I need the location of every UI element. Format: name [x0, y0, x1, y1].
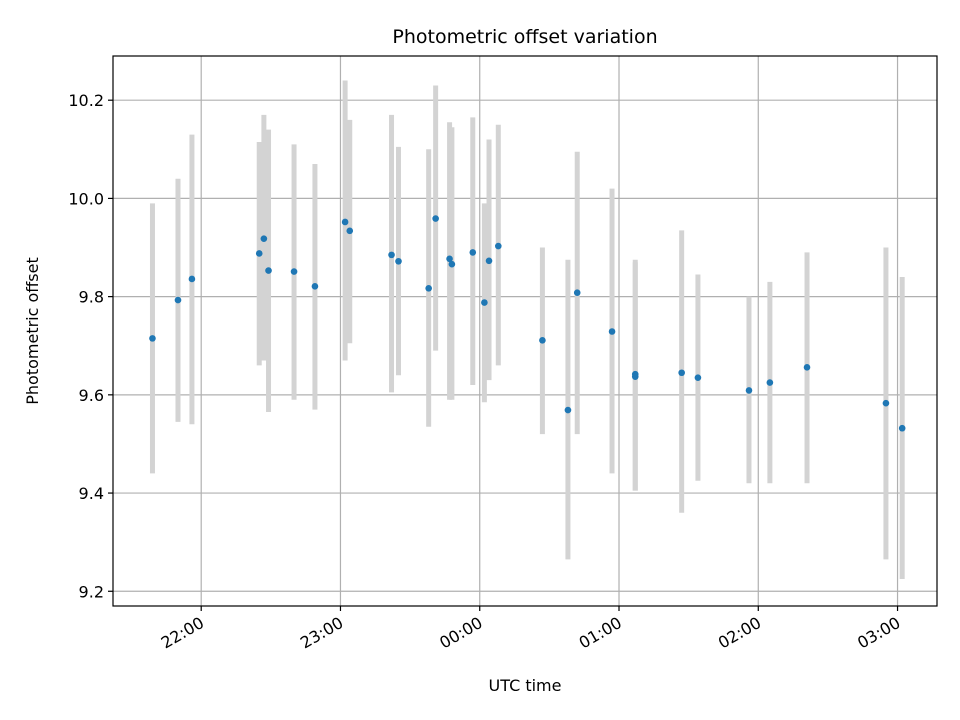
x-tick-label: 03:00: [854, 613, 903, 653]
data-point: [188, 275, 196, 283]
x-axis-ticks: 22:00 23:00 00:00 01:00 02:00 03:00: [158, 606, 904, 653]
data-point: [882, 399, 890, 407]
data-point: [481, 299, 488, 306]
x-tick-label: 22:00: [158, 613, 207, 653]
y-axis-label: Photometric offset: [23, 257, 42, 405]
data-point: [898, 424, 906, 432]
data-point: [388, 251, 395, 259]
data-point: [311, 283, 319, 290]
data-point: [346, 227, 354, 235]
data-point: [265, 267, 272, 274]
data-point: [174, 296, 182, 304]
data-point: [446, 255, 453, 263]
data-point: [260, 235, 268, 242]
data-point: [255, 250, 263, 257]
x-tick-label: 23:00: [297, 613, 346, 653]
data-point: [341, 218, 349, 226]
data-point: [395, 257, 402, 265]
y-tick-label: 10.0: [68, 189, 104, 208]
data-points: [149, 215, 906, 432]
data-point: [573, 289, 581, 296]
error-bars: [149, 80, 905, 579]
data-point: [803, 364, 811, 371]
data-point: [495, 242, 502, 250]
plot-frame: [112, 55, 938, 607]
y-tick-label: 10.2: [68, 91, 104, 110]
data-point: [766, 379, 774, 386]
x-axis-label: UTC time: [489, 676, 562, 695]
data-point: [694, 374, 702, 381]
chart-title: Photometric offset variation: [392, 26, 657, 48]
x-tick-label: 02:00: [715, 613, 764, 653]
y-tick-label: 9.4: [79, 484, 104, 503]
data-point: [631, 373, 639, 380]
y-tick-label: 9.6: [79, 386, 104, 405]
y-tick-label: 9.2: [79, 582, 104, 601]
data-point: [469, 249, 477, 256]
data-point: [448, 260, 456, 268]
data-point: [149, 335, 156, 342]
data-point: [485, 257, 493, 265]
data-point: [608, 328, 616, 335]
data-point: [564, 406, 572, 414]
grid-lines: [113, 56, 937, 606]
data-point: [539, 337, 546, 344]
data-point: [678, 369, 685, 377]
data-point: [745, 387, 753, 394]
y-tick-label: 9.8: [79, 288, 104, 307]
x-tick-label: 01:00: [576, 613, 625, 653]
x-tick-label: 00:00: [436, 613, 485, 653]
y-axis-ticks: 9.2 9.4 9.6 9.8 10.0 10.2: [68, 91, 113, 601]
data-point: [432, 215, 439, 222]
data-point: [425, 284, 432, 292]
data-point: [290, 268, 298, 275]
